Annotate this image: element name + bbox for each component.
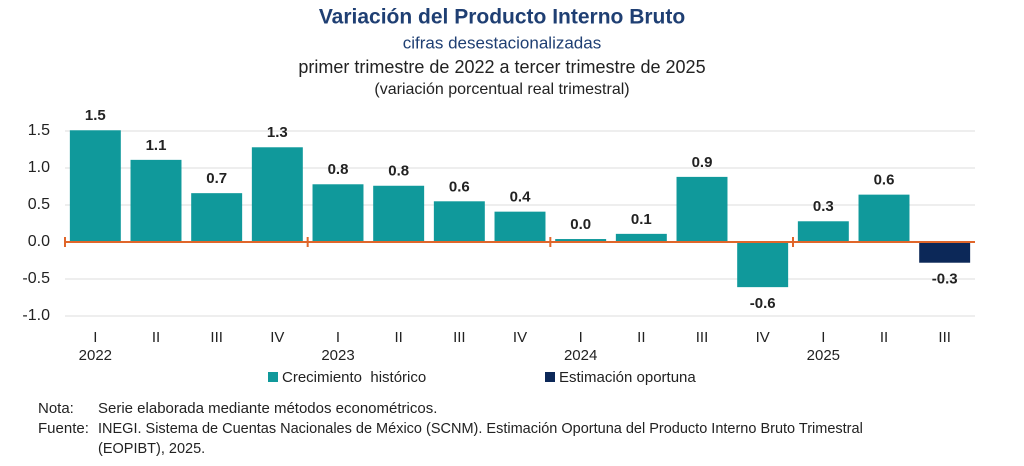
bar	[737, 242, 789, 288]
note-label: Nota:	[38, 400, 74, 417]
legend-swatch	[268, 372, 278, 382]
year-label: 2025	[807, 347, 840, 364]
x-tick-label: II	[152, 329, 160, 346]
bar	[312, 184, 364, 242]
x-tick-label: IV	[513, 329, 527, 346]
note-text: (EOPIBT), 2025.	[98, 441, 205, 457]
y-tick-label: -1.0	[22, 307, 50, 324]
bar	[797, 221, 849, 242]
legend-label: Estimación oportuna	[559, 369, 696, 386]
data-label: 0.8	[328, 161, 349, 178]
legend-swatch	[545, 372, 555, 382]
bar	[858, 194, 910, 242]
chart-subtitle: primer trimestre de 2022 a tercer trimes…	[298, 57, 705, 77]
bar	[69, 130, 121, 242]
x-tick-label: I	[821, 329, 825, 346]
bar	[676, 176, 728, 242]
year-label: 2023	[321, 347, 354, 364]
data-label: 1.5	[85, 107, 106, 124]
x-tick-label: II	[880, 329, 888, 346]
data-label: -0.3	[932, 271, 958, 288]
data-label: 0.6	[874, 172, 895, 189]
legend-label: Crecimiento histórico	[282, 369, 426, 386]
x-tick-label: III	[938, 329, 951, 346]
note-text: Serie elaborada mediante métodos economé…	[98, 400, 437, 417]
bar	[494, 211, 546, 242]
data-label: 0.6	[449, 178, 470, 195]
bar	[373, 185, 425, 242]
data-label: 0.4	[510, 189, 532, 206]
x-tick-label: I	[93, 329, 97, 346]
bar	[615, 233, 667, 242]
x-tick-label: III	[210, 329, 223, 346]
data-label: 0.8	[388, 163, 409, 180]
bar	[130, 159, 182, 242]
data-label: 0.1	[631, 211, 652, 228]
x-tick-label: III	[696, 329, 709, 346]
data-label: 1.3	[267, 124, 288, 141]
x-tick-label: I	[579, 329, 583, 346]
y-tick-label: 0.0	[28, 233, 50, 250]
year-label: 2024	[564, 347, 597, 364]
data-label: 0.9	[692, 154, 713, 171]
note-label: Fuente:	[38, 420, 89, 437]
bar	[191, 193, 243, 242]
chart-subtitle: (variación porcentual real trimestral)	[374, 81, 629, 98]
note-text: INEGI. Sistema de Cuentas Nacionales de …	[98, 421, 863, 437]
data-label: 1.1	[146, 137, 167, 154]
chart-title: Variación del Producto Interno Bruto	[319, 6, 685, 29]
x-tick-label: III	[453, 329, 466, 346]
x-tick-label: II	[394, 329, 402, 346]
y-tick-label: 0.5	[28, 196, 50, 213]
y-tick-label: 1.5	[28, 122, 50, 139]
x-tick-label: II	[637, 329, 645, 346]
bar	[919, 242, 971, 263]
y-tick-label: -0.5	[22, 270, 50, 287]
data-label: 0.3	[813, 198, 834, 215]
year-label: 2022	[79, 347, 112, 364]
bar	[555, 239, 607, 242]
bar	[251, 147, 303, 242]
data-label: 0.0	[570, 216, 591, 233]
data-label: 0.7	[206, 170, 227, 187]
x-tick-label: IV	[270, 329, 284, 346]
chart-subtitle: cifras desestacionalizadas	[403, 33, 601, 52]
data-label: -0.6	[750, 295, 776, 312]
x-tick-label: IV	[756, 329, 770, 346]
y-tick-label: 1.0	[28, 159, 50, 176]
x-tick-label: I	[336, 329, 340, 346]
bar	[433, 201, 485, 242]
